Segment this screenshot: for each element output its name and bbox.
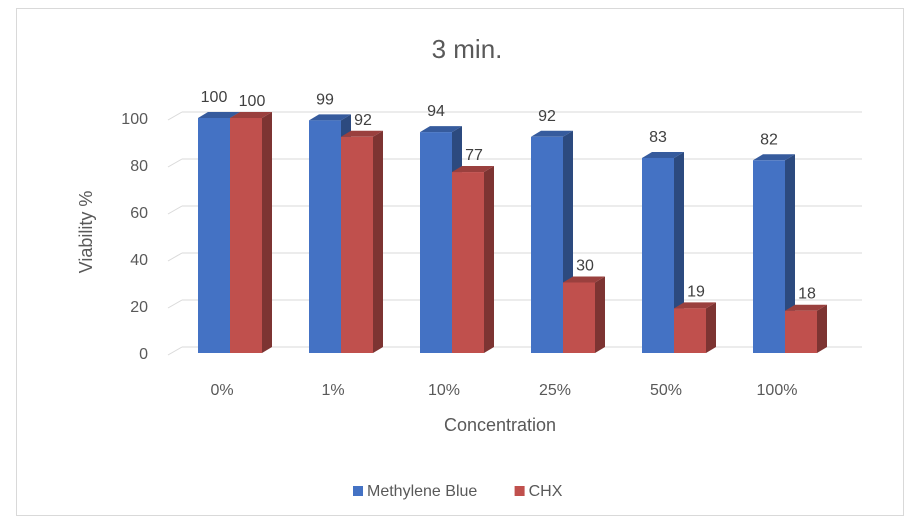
bar-front — [785, 310, 817, 353]
legend-swatch — [514, 486, 525, 496]
bar-front — [452, 172, 484, 353]
bar-side — [262, 112, 272, 353]
gridline-diagonal — [167, 205, 183, 215]
bar-chx-100pct — [785, 304, 827, 353]
bar-side — [706, 302, 716, 353]
bar-top — [531, 130, 573, 137]
bars — [198, 112, 827, 353]
x-axis-label: Concentration — [444, 415, 556, 435]
data-label: 77 — [465, 147, 483, 164]
bar-front — [420, 132, 452, 353]
bar-chx-0pct — [230, 112, 272, 353]
bar-top — [642, 151, 684, 158]
x-tick-label: 10% — [428, 382, 460, 399]
bar-top — [420, 126, 462, 133]
bar-front — [563, 282, 595, 353]
bar-methylene-blue-50pct — [642, 151, 684, 353]
data-label: 18 — [798, 286, 816, 303]
data-label: 82 — [760, 131, 778, 148]
data-label: 100 — [201, 89, 228, 106]
data-label: 100 — [239, 93, 266, 110]
bar-chx-1pct — [341, 130, 383, 353]
bar-front — [642, 157, 674, 353]
y-tick-label: 0 — [139, 346, 148, 363]
gridline-diagonal — [167, 299, 183, 309]
y-tick-label: 20 — [130, 299, 148, 316]
bar-front — [198, 118, 230, 353]
bar-top — [785, 304, 827, 311]
bar-top — [198, 112, 240, 118]
bar-methylene-blue-25pct — [531, 130, 573, 353]
bar-top — [230, 112, 272, 118]
bar-side — [817, 304, 827, 353]
data-label: 99 — [316, 91, 334, 108]
data-label: 30 — [576, 258, 594, 275]
y-axis-label: Viability % — [76, 191, 96, 274]
bar-side — [484, 166, 494, 353]
data-label: 94 — [427, 103, 445, 120]
bar-top — [563, 276, 605, 283]
data-label: 92 — [538, 108, 556, 125]
legend: Methylene Blue CHX — [353, 483, 563, 500]
gridline-diagonal — [167, 158, 183, 168]
bar-side — [785, 154, 795, 353]
y-axis-ticks: 0 20 40 60 80 100 — [121, 111, 148, 363]
chart-title: 3 min. — [432, 34, 503, 64]
gridline-diagonal — [167, 346, 183, 356]
data-label: 19 — [687, 283, 705, 300]
bar-front — [674, 308, 706, 353]
legend-item-methylene-blue: Methylene Blue — [353, 483, 477, 500]
bar-front — [753, 160, 785, 353]
gridline-diagonal — [167, 111, 183, 121]
bar-side — [373, 130, 383, 353]
y-tick-label: 100 — [121, 111, 148, 128]
data-labels: 100 100 99 92 94 77 92 30 83 19 82 18 — [201, 89, 816, 303]
bar-chx-50pct — [674, 302, 716, 353]
bar-top — [452, 166, 494, 173]
bar-front — [230, 118, 262, 353]
gridlines — [167, 111, 862, 356]
x-tick-label: 50% — [650, 382, 682, 399]
bar-side — [674, 151, 684, 353]
x-tick-label: 1% — [321, 382, 344, 399]
x-tick-label: 0% — [210, 382, 233, 399]
x-axis-ticks: 0% 1% 10% 25% 50% 100% — [210, 382, 797, 399]
bar-top — [341, 130, 383, 137]
legend-item-chx: CHX — [514, 483, 563, 500]
bar-side — [595, 276, 605, 353]
bar-front — [309, 120, 341, 353]
data-label: 83 — [649, 129, 667, 146]
y-tick-label: 40 — [130, 252, 148, 269]
data-label: 92 — [354, 112, 372, 129]
bar-front — [341, 136, 373, 353]
bar-front — [531, 136, 563, 353]
x-tick-label: 100% — [757, 382, 798, 399]
y-tick-label: 60 — [130, 205, 148, 222]
legend-swatch — [353, 486, 363, 496]
legend-label: Methylene Blue — [367, 483, 477, 500]
bar-chx-10pct — [452, 166, 494, 353]
bar-top — [674, 302, 716, 309]
bar-chx-25pct — [563, 276, 605, 353]
bar-methylene-blue-100pct — [753, 154, 795, 353]
x-tick-label: 25% — [539, 382, 571, 399]
y-tick-label: 80 — [130, 158, 148, 175]
gridline-diagonal — [167, 252, 183, 262]
bar-top — [753, 154, 795, 161]
bar-top — [309, 114, 351, 121]
legend-label: CHX — [529, 483, 563, 500]
